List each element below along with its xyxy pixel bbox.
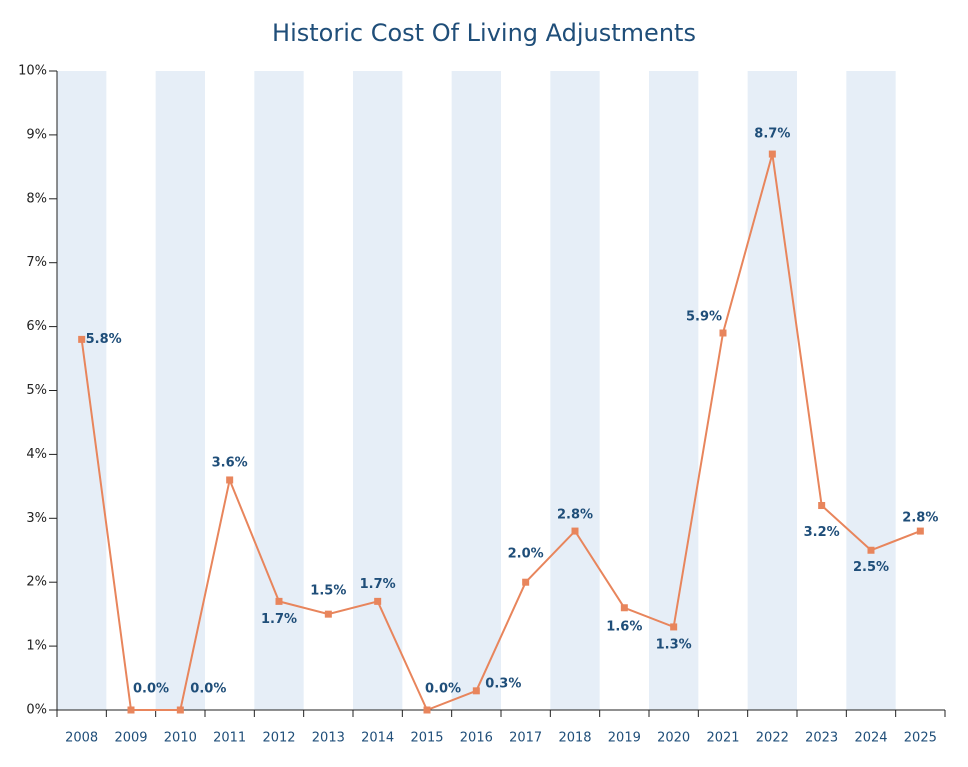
value-label: 1.3% — [656, 637, 692, 652]
x-tick-label: 2016 — [460, 731, 493, 746]
band — [155, 71, 205, 710]
value-label: 2.8% — [902, 511, 938, 526]
x-tick-label: 2010 — [164, 731, 197, 746]
marker — [176, 706, 184, 714]
marker — [670, 623, 678, 631]
marker — [916, 527, 924, 535]
marker — [719, 329, 727, 337]
x-tick-label: 2009 — [114, 731, 147, 746]
value-label: 1.7% — [360, 577, 396, 592]
value-label: 0.0% — [190, 682, 226, 697]
y-tick-label: 7% — [26, 255, 47, 270]
x-tick-label: 2017 — [509, 731, 542, 746]
y-tick-label: 1% — [26, 639, 47, 654]
y-tick-label: 3% — [26, 511, 47, 526]
y-tick-label: 5% — [26, 383, 47, 398]
x-tick-label: 2022 — [756, 731, 789, 746]
value-label: 2.5% — [853, 560, 889, 575]
chart-title: Historic Cost Of Living Adjustments — [272, 19, 696, 47]
marker — [867, 546, 875, 554]
x-tick-label: 2011 — [213, 731, 246, 746]
x-tick-label: 2024 — [854, 731, 887, 746]
value-label: 0.0% — [133, 682, 169, 697]
marker — [324, 610, 332, 618]
x-tick-label: 2015 — [410, 731, 443, 746]
y-tick-label: 0% — [26, 703, 47, 718]
band — [747, 71, 797, 710]
x-tick-label: 2013 — [312, 731, 345, 746]
marker — [571, 527, 579, 535]
marker — [226, 476, 234, 484]
value-label: 3.2% — [804, 525, 840, 540]
band — [353, 71, 403, 710]
band — [846, 71, 896, 710]
band — [649, 71, 699, 710]
marker — [620, 604, 628, 612]
marker — [423, 706, 431, 714]
y-tick-label: 2% — [26, 575, 47, 590]
marker — [472, 687, 480, 695]
marker — [818, 502, 826, 510]
value-label: 5.8% — [86, 332, 122, 347]
y-tick-label: 9% — [26, 127, 47, 142]
x-tick-label: 2012 — [262, 731, 295, 746]
marker — [374, 597, 382, 605]
value-label: 1.5% — [310, 584, 346, 599]
value-label: 3.6% — [212, 455, 248, 470]
value-label: 2.0% — [508, 547, 544, 562]
marker — [275, 597, 283, 605]
value-label: 8.7% — [754, 127, 790, 142]
x-tick-label: 2014 — [361, 731, 394, 746]
y-tick-label: 4% — [26, 447, 47, 462]
marker — [127, 706, 135, 714]
value-label: 1.7% — [261, 612, 297, 627]
marker — [78, 335, 86, 343]
x-tick-label: 2023 — [805, 731, 838, 746]
x-tick-label: 2025 — [904, 731, 937, 746]
x-tick-label: 2020 — [657, 731, 690, 746]
marker — [768, 150, 776, 158]
band — [57, 71, 107, 710]
value-label: 0.3% — [485, 676, 521, 691]
y-tick-label: 8% — [26, 191, 47, 206]
y-tick-label: 6% — [26, 319, 47, 334]
band — [550, 71, 600, 710]
marker — [522, 578, 530, 586]
value-label: 0.0% — [425, 682, 461, 697]
band — [451, 71, 501, 710]
value-label: 1.6% — [606, 619, 642, 634]
x-tick-label: 2008 — [65, 731, 98, 746]
x-tick-label: 2019 — [608, 731, 641, 746]
value-label: 2.8% — [557, 508, 593, 523]
y-tick-label: 10% — [18, 64, 47, 79]
value-label: 5.9% — [686, 309, 722, 324]
x-tick-label: 2018 — [558, 731, 591, 746]
line — [80, 153, 921, 712]
x-tick-label: 2021 — [706, 731, 739, 746]
